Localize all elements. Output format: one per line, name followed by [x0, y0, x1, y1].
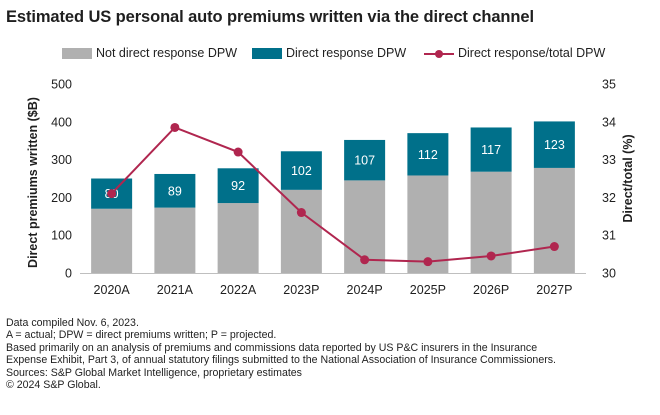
chart-title: Estimated US personal auto premiums writ…: [6, 8, 534, 26]
bar-not-direct-2025P: [407, 175, 449, 273]
legend-swatch-not-direct: [62, 47, 92, 59]
ratio-point-2023P: [296, 208, 306, 218]
ratio-point-2025P: [423, 257, 433, 267]
bar-label-direct-2021A: 89: [168, 184, 182, 198]
bar-not-direct-2022A: [217, 203, 259, 273]
footnote-data-compiled: Data compiled Nov. 6, 2023.: [6, 317, 139, 329]
right-axis-title: Direct/total (%): [621, 134, 635, 222]
category-label-2021A: 2021A: [157, 283, 194, 297]
legend-label-ratio: Direct response/total DPW: [458, 46, 606, 60]
right-tick-label: 33: [602, 153, 616, 167]
footnote-sources: Sources: S&P Global Market Intelligence,…: [6, 366, 302, 379]
ratio-point-2026P: [486, 251, 496, 261]
left-axis-title: Direct premiums written ($B): [26, 97, 40, 268]
bar-not-direct-2023P: [280, 189, 322, 273]
legend-label-direct: Direct response DPW: [286, 46, 407, 60]
bar-label-direct-2022A: 92: [231, 179, 245, 193]
category-label-2020A: 2020A: [94, 283, 131, 297]
legend-swatch-direct: [252, 47, 282, 59]
bar-direct-2022A: [217, 168, 259, 204]
ratio-line: [110, 126, 555, 263]
category-label-2026P: 2026P: [473, 283, 509, 297]
left-tick-label: 100: [51, 229, 72, 243]
bar-label-direct-2027P: 123: [544, 138, 565, 152]
left-tick-label: 0: [65, 267, 72, 281]
footnotes: Data compiled Nov. 6, 2023. A = actual; …: [6, 317, 556, 391]
ratio-point-2020A: [107, 189, 117, 199]
category-label-2024P: 2024P: [347, 283, 383, 297]
bar-label-direct-2026P: 117: [481, 143, 501, 157]
category-label-2022A: 2022A: [220, 283, 257, 297]
legend-item-not-direct: Not direct response DPW: [62, 46, 237, 60]
left-tick-label: 500: [51, 78, 72, 92]
legend-item-ratio: Direct response/total DPW: [424, 46, 605, 60]
bar-not-direct-2027P: [533, 167, 575, 273]
bar-label-direct-2025P: 112: [418, 148, 438, 162]
footnote-copyright: © 2024 S&P Global.: [6, 379, 101, 392]
footnote-basis-line-1: Based primarily on an analysis of premiu…: [6, 341, 538, 354]
category-label-2027P: 2027P: [536, 283, 572, 297]
left-tick-label: 200: [51, 191, 72, 205]
category-label-2025P: 2025P: [410, 283, 446, 297]
category-label-2023P: 2023P: [283, 283, 319, 297]
bar-direct-2021A: [154, 173, 196, 208]
bar-direct-2025P: [407, 133, 449, 176]
left-tick-label: 400: [51, 115, 72, 129]
bar-direct-2027P: [533, 121, 575, 168]
ratio-point-2027P: [549, 242, 559, 252]
bar-label-direct-2024P: 107: [354, 154, 375, 168]
bar-direct-2026P: [470, 127, 512, 172]
right-tick-label: 32: [602, 191, 616, 205]
right-tick-label: 35: [602, 78, 616, 92]
legend-item-direct: Direct response DPW: [252, 46, 406, 60]
ratio-point-2021A: [170, 122, 180, 132]
chart-area: 0 100 200 300 400 500 30 31 32 33 34 35 Direct premi…: [26, 78, 635, 298]
right-tick-label: 31: [602, 229, 616, 243]
footnote-abbreviations: A = actual; DPW = direct premiums writte…: [6, 329, 277, 342]
right-tick-label: 30: [602, 267, 616, 281]
footnote-basis-line-2: Expense Exhibit, Part 3, of annual statu…: [6, 354, 556, 367]
bar-label-direct-2023P: 102: [291, 164, 312, 178]
bar-not-direct-2021A: [154, 207, 196, 273]
right-tick-label: 34: [602, 115, 616, 129]
bar-direct-2023P: [280, 151, 322, 190]
left-tick-label: 300: [51, 153, 72, 167]
legend-label-not-direct: Not direct response DPW: [96, 46, 238, 60]
legend: Not direct response DPW Direct response …: [0, 46, 660, 64]
bar-not-direct-2020A: [91, 208, 133, 273]
ratio-point-2024P: [360, 255, 370, 265]
bar-direct-2024P: [344, 139, 386, 181]
legend-swatch-ratio: [424, 48, 454, 59]
ratio-point-2022A: [233, 147, 243, 157]
